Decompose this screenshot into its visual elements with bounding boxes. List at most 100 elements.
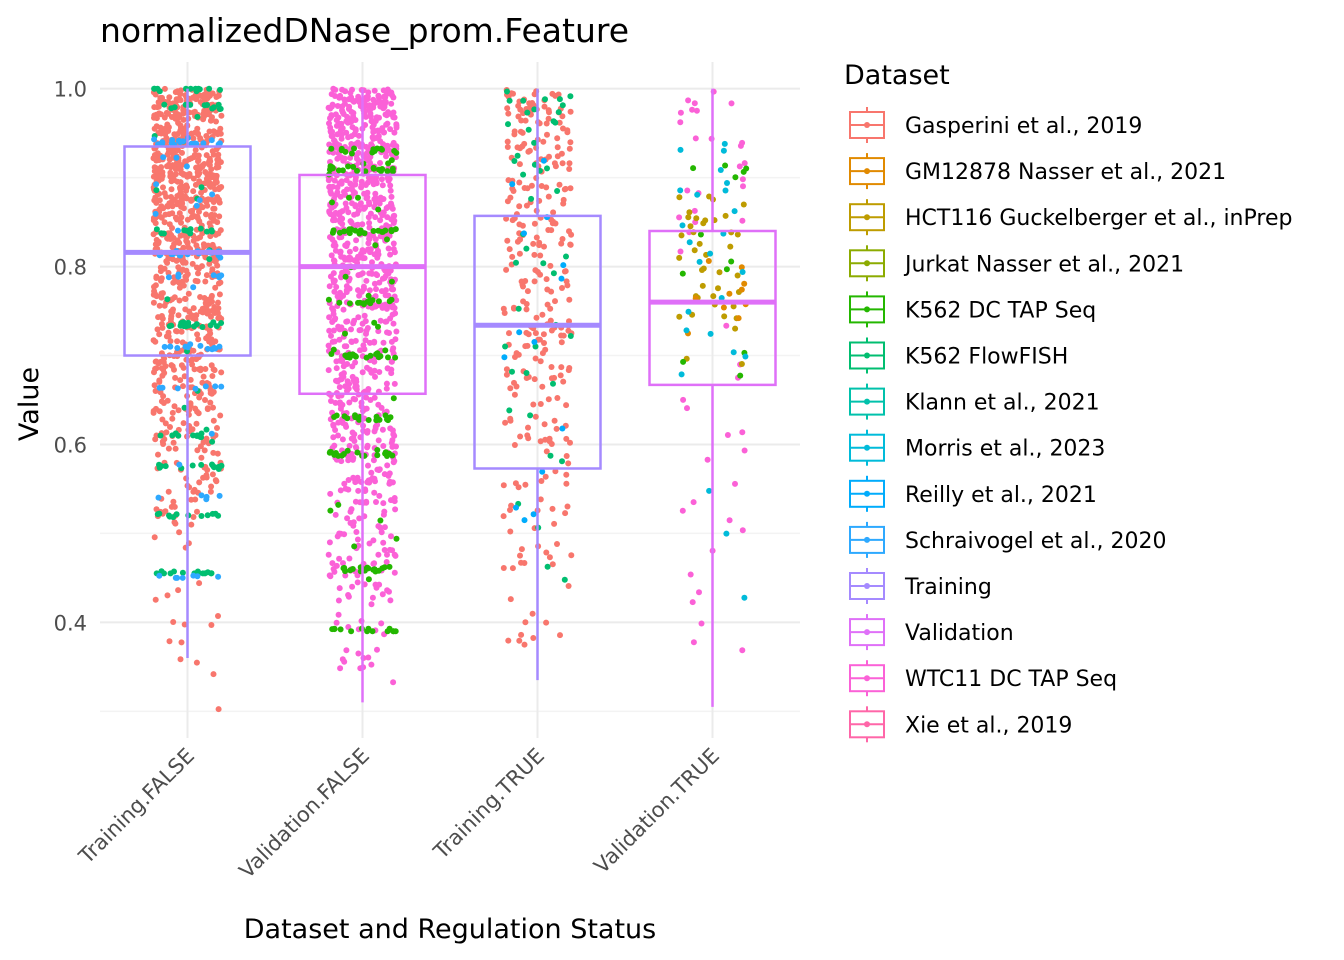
data-point (362, 337, 369, 344)
data-point (187, 376, 194, 383)
data-point (209, 373, 216, 379)
data-point (550, 380, 556, 387)
data-point (359, 221, 366, 228)
data-point (537, 358, 544, 365)
data-point (698, 620, 705, 627)
data-point (180, 282, 187, 289)
data-point (331, 414, 338, 420)
data-point (345, 134, 352, 141)
data-point (376, 279, 383, 286)
legend-key-point (864, 398, 870, 405)
data-point (741, 280, 748, 287)
data-point (676, 194, 683, 201)
data-point (201, 295, 208, 301)
data-point (204, 406, 211, 413)
data-point (556, 119, 563, 126)
data-point (707, 250, 714, 257)
data-point (151, 197, 158, 204)
data-point (363, 499, 370, 506)
data-point (739, 647, 746, 654)
data-point (367, 159, 373, 166)
data-point (161, 343, 168, 350)
data-point (385, 245, 392, 252)
data-point (740, 183, 746, 190)
data-point (158, 313, 165, 319)
data-point (504, 198, 511, 205)
data-point (543, 549, 550, 556)
data-point (380, 87, 387, 94)
data-point (525, 435, 532, 442)
data-point (337, 376, 344, 383)
data-point (371, 87, 378, 94)
data-point (732, 174, 739, 181)
data-point (739, 429, 746, 436)
data-point (180, 383, 186, 390)
data-point (161, 85, 168, 92)
data-point (210, 404, 216, 411)
data-point (329, 338, 336, 345)
data-point (154, 511, 161, 518)
data-point (504, 88, 510, 95)
data-point (203, 228, 210, 235)
data-point (151, 85, 158, 92)
data-point (192, 316, 199, 323)
data-point (373, 135, 380, 141)
data-point (385, 90, 391, 97)
data-point (218, 383, 225, 390)
data-point (557, 632, 563, 639)
data-point (716, 269, 723, 276)
data-point (158, 321, 165, 327)
data-point (538, 183, 545, 189)
data-point (677, 187, 684, 194)
data-point (183, 163, 190, 170)
data-point (539, 383, 546, 390)
data-point (155, 240, 162, 247)
data-point (177, 656, 184, 663)
data-point (348, 150, 355, 157)
data-point (506, 97, 513, 104)
data-point (339, 86, 346, 93)
data-point (335, 611, 342, 618)
data-point (540, 157, 547, 164)
data-point (325, 342, 332, 349)
data-point (686, 239, 693, 246)
data-point (532, 343, 539, 350)
data-point (377, 160, 383, 166)
data-point (693, 107, 700, 114)
data-point (355, 132, 362, 139)
data-point (502, 343, 509, 350)
data-point (196, 479, 203, 486)
data-point (372, 194, 379, 201)
data-point (731, 208, 738, 215)
data-point (153, 123, 160, 130)
data-point (344, 361, 351, 367)
data-point (362, 318, 369, 325)
data-point (338, 274, 345, 281)
data-point (505, 110, 512, 117)
data-point (153, 181, 160, 188)
data-point (563, 480, 570, 487)
data-point (169, 415, 176, 422)
data-point (382, 318, 389, 325)
data-point (546, 109, 552, 116)
data-point (554, 188, 561, 194)
data-point (183, 273, 190, 279)
legend-item: Training (849, 568, 992, 604)
data-point (547, 262, 554, 269)
data-point (531, 339, 538, 345)
legend-title: Dataset (844, 60, 950, 91)
data-point (326, 539, 333, 546)
data-point (176, 461, 183, 468)
data-point (552, 92, 559, 99)
data-point (215, 512, 222, 519)
data-point (178, 639, 185, 646)
data-point (329, 560, 336, 567)
data-point (175, 264, 182, 271)
data-point (366, 540, 373, 547)
data-point (517, 128, 524, 135)
data-point (328, 252, 335, 259)
data-point (704, 456, 711, 463)
data-point (155, 103, 162, 110)
y-tick-label: 0.8 (54, 256, 87, 280)
data-point (371, 339, 378, 346)
